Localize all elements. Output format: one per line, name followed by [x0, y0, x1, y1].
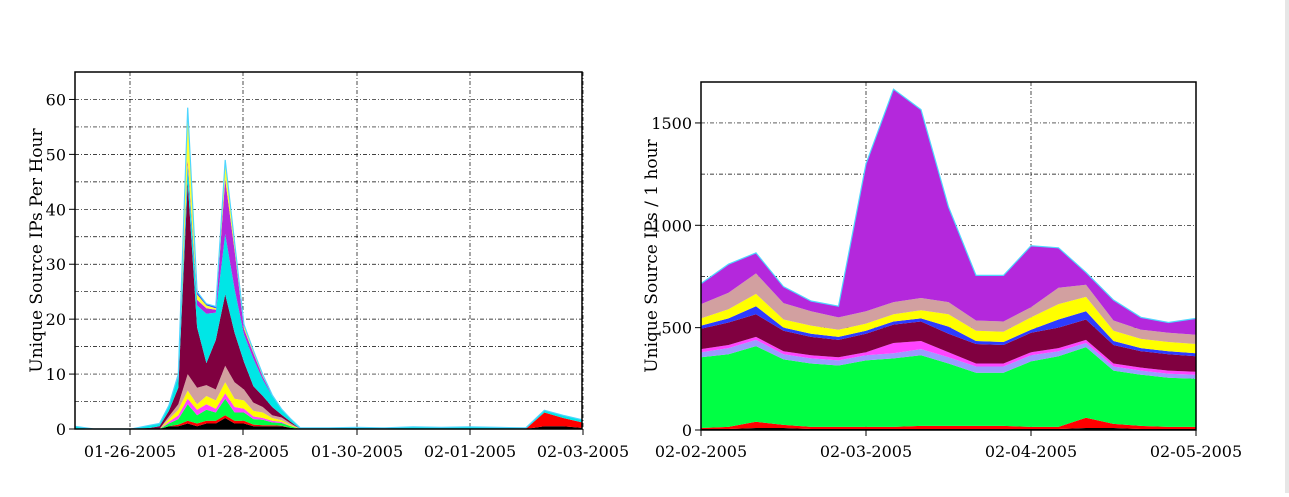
y-tick-label: 1000 [651, 216, 692, 235]
x-tick-label: 02-05-2005 [1150, 442, 1242, 461]
plot-frame [700, 81, 1197, 431]
chart-panel-2: 0 500 1000 1500 02-02-2005 02-03-2005 02-04-20… [642, 81, 1242, 461]
chart-panel-1: 0 10 20 30 40 50 60 01-26-2005 01-28-2005 01-30-2… [27, 71, 629, 461]
area-series-1 [75, 418, 582, 429]
area-series-6 [701, 314, 1196, 372]
y-tick-label: 0 [56, 420, 66, 439]
area-series-4 [701, 339, 1196, 379]
area-series-5 [701, 336, 1196, 375]
x-tick-label: 02-02-2005 [655, 442, 747, 461]
area-series-7 [701, 306, 1196, 357]
x-tick-label: 02-04-2005 [985, 442, 1077, 461]
x-tick-label: 01-26-2005 [84, 442, 176, 461]
y-tick-label: 10 [46, 365, 66, 384]
y-tick-label: 60 [46, 90, 66, 109]
area-series-8 [701, 293, 1196, 354]
window-edge [1285, 0, 1289, 493]
area-series-3 [701, 346, 1196, 428]
y-axis-label: Unique Source IPs / 1 hour [642, 138, 662, 372]
y-tick-label: 50 [46, 145, 66, 164]
area-series-10 [701, 89, 1196, 335]
x-tick-label: 02-03-2005 [537, 442, 629, 461]
y-tick-label: 1500 [651, 114, 692, 133]
y-tick-label: 20 [46, 310, 66, 329]
y-tick-label: 0 [682, 421, 692, 440]
area-series-2 [701, 417, 1196, 429]
stack-outline [700, 88, 1197, 324]
plot-frame [74, 71, 583, 430]
y-tick-label: 30 [46, 255, 66, 274]
x-tick-label: 02-03-2005 [820, 442, 912, 461]
plot-area [75, 72, 582, 429]
area-series-9 [701, 273, 1196, 344]
area-series-2 [75, 412, 582, 429]
y-tick-label: 500 [661, 319, 692, 338]
stack-outline [74, 107, 583, 430]
x-tick-label: 01-28-2005 [197, 442, 289, 461]
area-series-7 [75, 181, 582, 429]
area-series-3 [75, 398, 582, 429]
x-tick-label: 02-01-2005 [424, 442, 516, 461]
y-tick-label: 40 [46, 200, 66, 219]
y-axis-label: Unique Source IPs Per Hour [27, 128, 47, 373]
x-tick-label: 01-30-2005 [311, 442, 403, 461]
